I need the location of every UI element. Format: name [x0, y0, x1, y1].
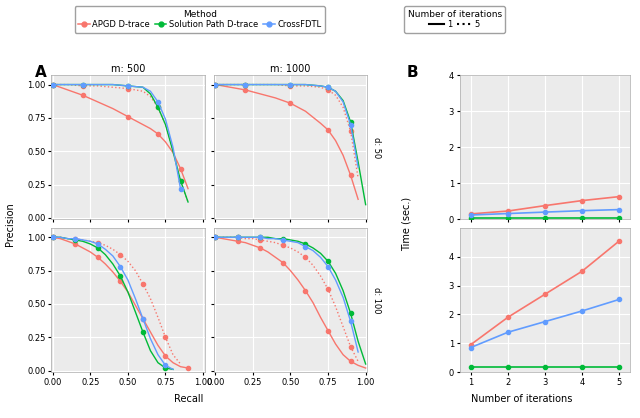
Text: A: A: [35, 65, 47, 80]
Title: m: 1000: m: 1000: [270, 64, 310, 74]
Text: d: 100: d: 100: [372, 287, 381, 313]
Text: d: 50: d: 50: [637, 137, 640, 158]
Text: Recall: Recall: [174, 394, 204, 404]
Legend: 1, 5: 1, 5: [404, 6, 505, 33]
Text: Time (sec.): Time (sec.): [401, 196, 412, 251]
Text: B: B: [406, 65, 418, 80]
Text: Precision: Precision: [4, 202, 15, 245]
Text: d: 100: d: 100: [637, 287, 640, 313]
Text: d: 50: d: 50: [372, 137, 381, 158]
Text: Number of iterations: Number of iterations: [471, 394, 572, 404]
Legend: APGD D-trace, Solution Path D-trace, CrossFDTL: APGD D-trace, Solution Path D-trace, Cro…: [75, 6, 325, 33]
Title: m: 500: m: 500: [111, 64, 145, 74]
